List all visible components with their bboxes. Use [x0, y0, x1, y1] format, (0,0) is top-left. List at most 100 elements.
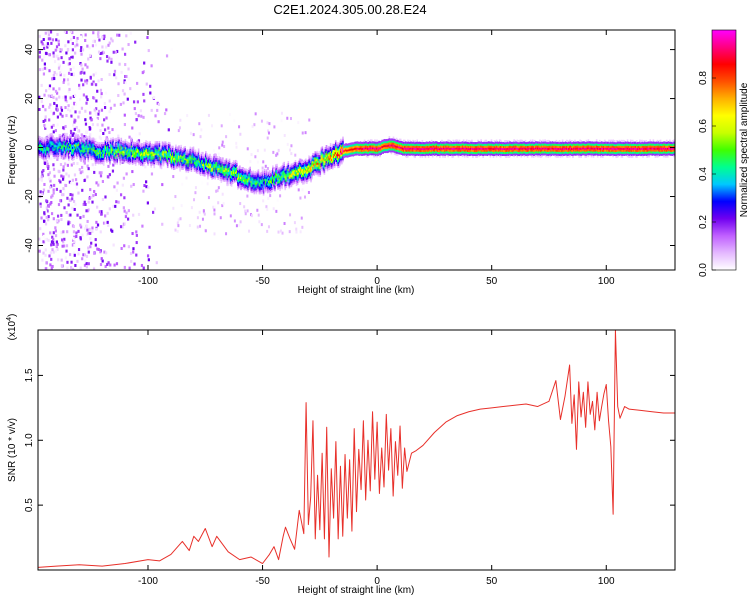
spectrogram-noise-cell [262, 167, 264, 170]
spectrogram-noise-cell [39, 227, 41, 230]
spectrogram-noise-cell [80, 53, 82, 56]
chart-figure: C2E1.2024.305.00.28.E24 -100 -50 0 50 100 -4… [0, 0, 750, 600]
spectrogram-noise-cell [197, 226, 199, 229]
spectrogram-ridge-cell [300, 159, 302, 161]
spectrogram-noise-cell [137, 100, 139, 103]
spectrogram-noise-cell [49, 231, 51, 234]
spectrogram-noise-cell [56, 104, 58, 107]
spectrogram-noise-cell [95, 119, 97, 122]
spectrogram-noise-cell [57, 57, 59, 60]
spectrogram-ridge-cell [227, 184, 229, 186]
spectrogram-noise-cell [70, 130, 72, 133]
spectrogram-ridge-cell [108, 140, 110, 142]
spectrogram-noise-cell [204, 213, 206, 216]
spectrogram-noise-cell [123, 196, 125, 199]
spectrogram-noise-cell [142, 116, 144, 119]
spectrogram-noise-cell [131, 170, 133, 173]
spectrogram-noise-cell [199, 211, 201, 214]
spectrogram-ridge-cell [109, 162, 111, 164]
spectrogram-noise-cell [71, 106, 73, 109]
spectrogram-ridge-cell [135, 164, 137, 166]
spectrogram-ridge-cell [103, 164, 105, 166]
spectrogram-noise-cell [86, 255, 88, 258]
spectrogram-noise-cell [99, 210, 101, 213]
spectrogram-noise-cell [92, 123, 94, 126]
spectrogram-noise-cell [104, 195, 106, 198]
spectrogram-noise-cell [106, 55, 108, 58]
spectrogram-ridge-cell [263, 193, 265, 195]
spectrogram-ridge-cell [75, 135, 77, 137]
spectrogram-ridge-cell [156, 163, 158, 165]
spectrogram-noise-cell [138, 114, 140, 117]
spectrogram-noise-cell [268, 225, 270, 228]
spectrogram-noise-cell [264, 149, 266, 152]
spectrogram-noise-cell [217, 201, 219, 204]
spectrogram-noise-cell [86, 98, 88, 101]
spectrogram-noise-cell [211, 124, 213, 127]
spectrogram-noise-cell [43, 220, 45, 223]
spectrogram-noise-cell [154, 114, 156, 117]
spectrogram-noise-cell [277, 199, 279, 202]
spectrogram-ridge-cell [206, 153, 208, 155]
spectrogram-noise-cell [104, 106, 106, 109]
spectrogram-noise-cell [58, 40, 60, 43]
spectrogram-noise-cell [212, 206, 214, 209]
spectrogram-noise-cell [158, 120, 160, 123]
spectrogram-noise-cell [79, 168, 81, 171]
spectrogram-noise-cell [72, 72, 74, 75]
spectrogram-noise-cell [107, 44, 109, 47]
spectrogram-ridge-cell [184, 148, 186, 150]
spectrogram-noise-cell [74, 94, 76, 97]
spectrogram-noise-cell [240, 220, 242, 223]
spectrogram-noise-cell [171, 48, 173, 51]
spectrogram-ridge-cell [204, 174, 206, 176]
spectrogram-ridge-cell [198, 148, 200, 150]
spectrogram-noise-cell [93, 73, 95, 76]
spectrogram-noise-cell [79, 111, 81, 114]
spectrogram-ridge-cell [178, 145, 180, 147]
spectrogram-noise-cell [46, 206, 48, 209]
spectrogram-noise-cell [66, 267, 68, 270]
spectrogram-noise-cell [95, 99, 97, 102]
spectrogram-noise-cell [61, 115, 63, 118]
spectrogram-noise-cell [87, 247, 89, 250]
spectrogram-noise-cell [104, 48, 106, 51]
spectrogram-noise-cell [142, 71, 144, 74]
spectrogram-noise-cell [56, 188, 58, 191]
spectrogram-noise-cell [58, 87, 60, 90]
spectrogram-ridge-cell [342, 160, 344, 162]
spectrogram-noise-cell [65, 256, 67, 259]
spectrogram-noise-cell [125, 81, 127, 84]
spectrogram-noise-cell [39, 51, 41, 54]
spectrogram-noise-cell [63, 238, 65, 241]
spectrogram-ridge-cell [146, 141, 148, 143]
spectrogram-noise-cell [61, 264, 63, 267]
spectrogram-noise-cell [53, 231, 55, 234]
spectrogram-noise-cell [301, 226, 303, 229]
spectrogram-noise-cell [81, 257, 83, 260]
spectrogram-ridge-cell [249, 167, 251, 169]
spectrogram-ridge-cell [216, 156, 218, 158]
spectrogram-noise-cell [148, 49, 150, 52]
spectrogram-noise-cell [66, 197, 68, 200]
spectrogram-noise-cell [62, 61, 64, 64]
spectrogram-ridge-cell [43, 159, 45, 161]
spectrogram-noise-cell [66, 211, 68, 214]
spectrogram-noise-cell [74, 173, 76, 176]
spectrogram-noise-cell [84, 253, 86, 256]
spectrogram-noise-cell [62, 230, 64, 233]
spectrogram-ridge-cell [422, 156, 424, 158]
spectrogram-noise-cell [111, 196, 113, 199]
spectrogram-noise-cell [132, 247, 134, 250]
spectrogram-noise-cell [135, 254, 137, 257]
spectrogram-noise-cell [95, 238, 97, 241]
spectrogram-noise-cell [205, 229, 207, 232]
spectrogram-ridge-cell [256, 192, 258, 194]
spectrogram-noise-cell [135, 134, 137, 137]
spectrogram-noise-cell [148, 246, 150, 249]
spectrogram-ridge-cell [316, 151, 318, 153]
spectrogram-noise-cell [298, 188, 300, 191]
spectrogram-noise-cell [84, 118, 86, 121]
spectrogram-noise-cell [50, 157, 52, 160]
spectrogram-noise-cell [118, 63, 120, 66]
